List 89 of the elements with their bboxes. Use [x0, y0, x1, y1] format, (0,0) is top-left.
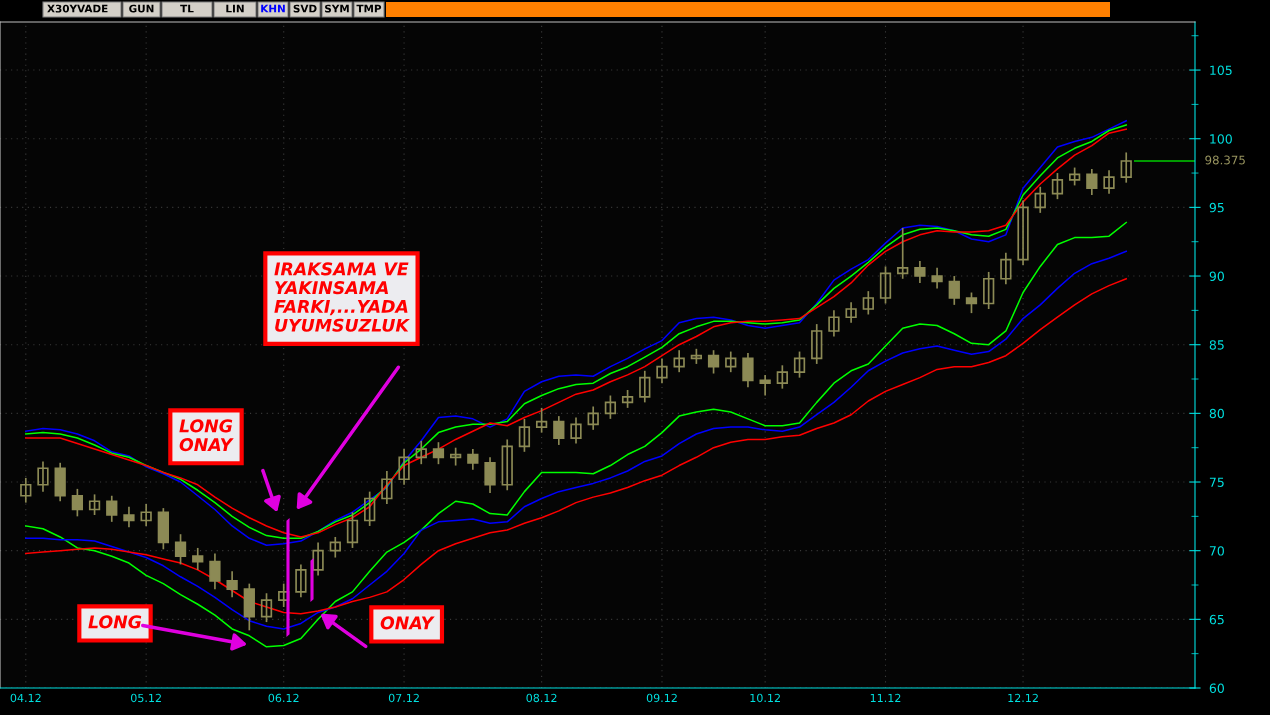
candlestick	[467, 448, 479, 471]
text: GUN	[129, 4, 154, 13]
candlestick	[518, 418, 531, 453]
candlestick	[1000, 251, 1012, 286]
candlestick	[793, 350, 806, 379]
candlestick	[226, 570, 238, 599]
candlestick	[776, 364, 788, 390]
x-tick-label: 05.12	[130, 693, 161, 703]
candlestick	[364, 490, 376, 527]
candlestick	[845, 301, 857, 324]
candlestick	[123, 505, 135, 529]
candlestick	[329, 536, 341, 559]
candlestick	[983, 271, 995, 310]
candlestick	[88, 493, 101, 516]
x-tick-label: 11.12	[870, 693, 901, 702]
annotation: LONG ONAY	[179, 419, 234, 452]
candlestick	[20, 477, 32, 504]
candlestick	[587, 405, 599, 431]
candlestick	[725, 350, 737, 373]
candlestick	[965, 291, 978, 314]
y-tick-label: 90	[1209, 271, 1224, 281]
y-tick-label: 75	[1209, 477, 1224, 487]
candlestick	[1034, 185, 1046, 214]
candlestick	[811, 323, 823, 365]
candlestick	[192, 547, 204, 571]
x-tick-label: 08.12	[526, 693, 557, 703]
candlestick	[484, 456, 496, 494]
candlestick	[174, 533, 187, 566]
candlestick	[71, 488, 84, 518]
annotation: LONG	[88, 615, 142, 629]
candlestick	[1103, 169, 1115, 195]
candlestick	[897, 227, 909, 280]
x-tick-label: 12.12	[1008, 693, 1038, 702]
annotation: ONAY	[380, 616, 435, 630]
candlestick	[140, 503, 152, 527]
candlestick	[828, 309, 840, 338]
text: X30YVADE	[47, 4, 108, 13]
y-tick-label: 100	[1210, 134, 1232, 144]
x-tick-label: 10.12	[750, 693, 780, 703]
candlestick	[604, 394, 617, 420]
x-tick-label: 07.12	[388, 693, 419, 703]
x-tick-label: 06.12	[268, 693, 299, 703]
candlestick	[1120, 151, 1132, 184]
candlestick	[381, 470, 393, 505]
x-tick-label: 04.12	[10, 693, 41, 703]
candlestick	[312, 541, 324, 577]
candlestick	[553, 415, 565, 446]
x-tick-label: 09.12	[646, 693, 677, 703]
candlestick	[346, 511, 359, 549]
candlestick	[260, 592, 273, 623]
candlestick	[501, 438, 513, 492]
text: TMP	[356, 4, 382, 13]
text: SYM	[325, 4, 349, 13]
y-tick-label: 95	[1209, 202, 1224, 213]
y-tick-label: 105	[1210, 65, 1232, 75]
candlestick	[1051, 172, 1064, 200]
candlestick	[673, 349, 685, 373]
candlestick	[862, 290, 874, 316]
candlestick	[398, 448, 410, 486]
candlestick	[209, 552, 221, 590]
candlestick	[535, 407, 548, 434]
ref-line-label: 98.375	[1205, 155, 1245, 165]
candlestick	[106, 494, 118, 523]
candlestick	[948, 275, 960, 306]
text: SVD	[293, 4, 317, 13]
candlestick	[1086, 168, 1098, 196]
y-tick-label: 70	[1209, 546, 1224, 556]
text: TL	[180, 4, 194, 13]
candlestick	[432, 441, 445, 466]
candlestick	[570, 416, 582, 445]
text: LIN	[226, 4, 244, 13]
candlestick	[931, 266, 943, 290]
annotation: IRAKSAMA VE YAKINSAMA FARKI,...YADA UYUMSUZLUK	[274, 262, 410, 332]
candlestick	[639, 369, 651, 404]
y-tick-label: 80	[1209, 408, 1224, 419]
candlestick	[37, 460, 49, 493]
candlestick	[415, 439, 427, 466]
candlestick	[656, 357, 668, 384]
text: KHN	[261, 4, 285, 13]
candlestick	[914, 260, 926, 284]
candlestick	[1017, 199, 1029, 266]
candlestick	[707, 349, 720, 375]
candlestick	[742, 352, 754, 389]
y-tick-label: 85	[1209, 340, 1224, 350]
candlestick	[295, 563, 307, 599]
candlestick	[879, 265, 892, 305]
y-tick-label: 65	[1209, 614, 1224, 625]
candlestick	[759, 374, 771, 397]
y-tick-label: 60	[1209, 683, 1224, 693]
